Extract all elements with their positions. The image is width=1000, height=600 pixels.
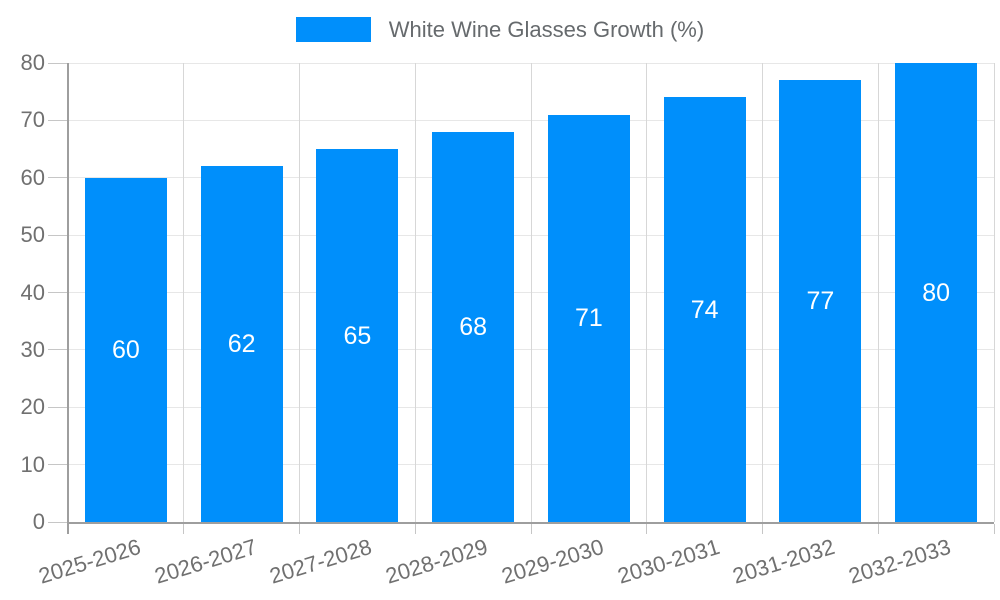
y-tick (48, 119, 68, 121)
y-tick-label: 0 (32, 509, 45, 534)
x-tick (183, 524, 185, 534)
x-tick (414, 524, 416, 534)
bar-2027-2028[interactable] (316, 149, 399, 522)
y-axis-line (67, 63, 69, 534)
y-tick-label: 10 (20, 451, 45, 477)
y-tick (48, 406, 68, 408)
y-tick (48, 292, 68, 293)
y-tick (48, 521, 68, 523)
x-tick (877, 524, 879, 534)
bar-2025-2026[interactable] (84, 177, 167, 522)
y-tick (48, 464, 68, 466)
x-gridline (183, 63, 185, 522)
y-tick (48, 177, 68, 179)
bar-value-label: 62 (227, 330, 256, 359)
x-gridline (299, 63, 300, 522)
y-tick (48, 234, 68, 236)
x-tick (299, 524, 300, 534)
y-tick-label: 70 (20, 107, 45, 133)
y-tick-label: 80 (20, 50, 45, 75)
y-tick (48, 349, 68, 351)
bar-value-label: 71 (574, 304, 603, 333)
bar-value-label: 80 (922, 278, 951, 307)
bar-2029-2030[interactable] (547, 114, 630, 522)
x-gridline (646, 63, 648, 522)
y-tick-label: 30 (20, 336, 45, 362)
x-gridline (877, 63, 879, 522)
y-tick-label: 20 (20, 394, 45, 420)
bar-2028-2029[interactable] (432, 131, 515, 522)
x-gridline (530, 63, 532, 522)
legend[interactable]: White Wine Glasses Growth (%) (0, 17, 1000, 42)
x-axis-line (68, 522, 994, 524)
bar-2026-2027[interactable] (200, 166, 283, 522)
x-tick (530, 524, 532, 534)
y-tick-label: 40 (20, 279, 45, 305)
x-tick (993, 524, 995, 534)
bar-2032-2033[interactable] (895, 63, 978, 522)
bar-value-label: 60 (111, 335, 140, 364)
y-tick-label: 60 (20, 164, 45, 190)
legend-swatch (295, 17, 371, 42)
bar-value-label: 68 (459, 312, 488, 341)
bar-2031-2032[interactable] (779, 80, 862, 522)
x-gridline (762, 63, 763, 522)
bar-value-label: 74 (690, 295, 719, 324)
bar-value-label: 65 (343, 321, 372, 350)
legend-label: White Wine Glasses Growth (%) (388, 17, 705, 42)
y-tick-label: 50 (20, 222, 45, 248)
x-tick (646, 524, 648, 534)
x-gridline (993, 63, 995, 522)
bar-value-label: 77 (806, 287, 835, 316)
x-gridline (414, 63, 416, 522)
x-tick (762, 524, 763, 534)
bar-2030-2031[interactable] (663, 97, 746, 522)
y-tick (48, 62, 68, 64)
